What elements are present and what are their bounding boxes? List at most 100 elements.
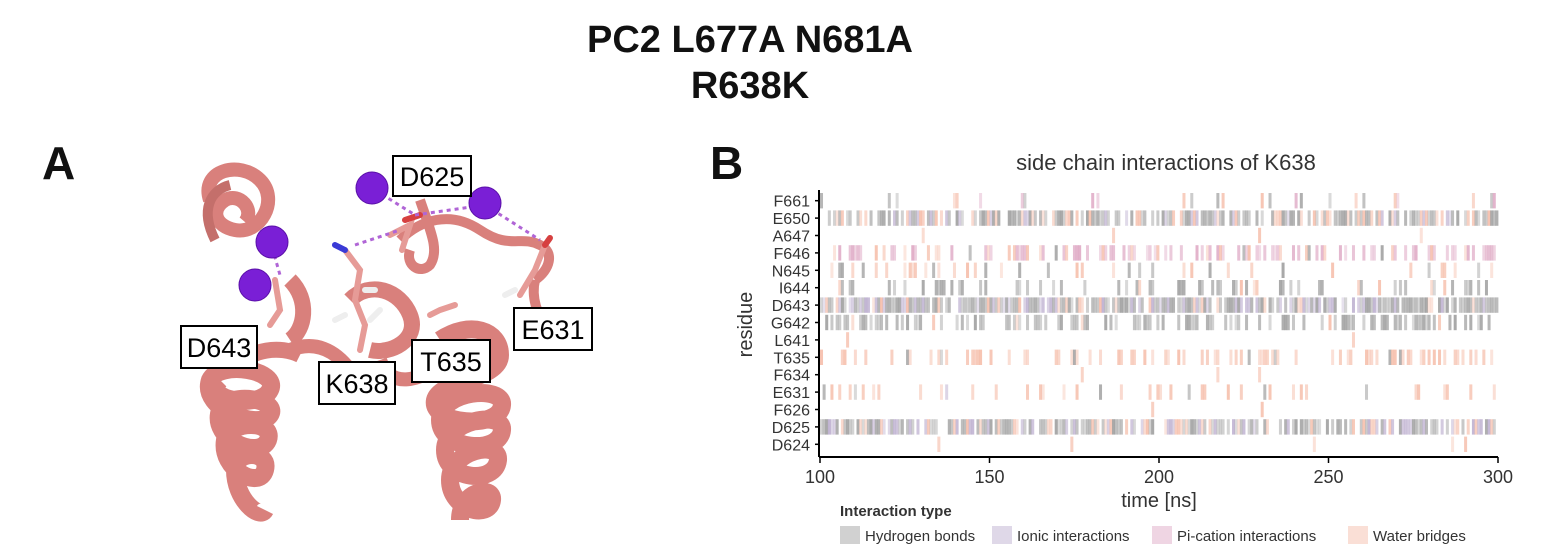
heatmap-cell <box>908 419 912 435</box>
heatmap-cell <box>994 384 998 400</box>
heatmap-cell <box>1362 210 1366 226</box>
heatmap-cell <box>859 314 863 331</box>
heatmap-cell <box>1370 245 1374 261</box>
heatmap-cell <box>1190 193 1194 209</box>
heatmap-cell <box>1351 419 1355 435</box>
heatmap-cell <box>1012 314 1016 331</box>
heatmap-cell <box>947 297 951 313</box>
heatmap-cell <box>853 349 857 365</box>
y-tick-label-t635: T635 <box>774 350 811 367</box>
heatmap-cell <box>1070 210 1074 226</box>
heatmap-cell <box>843 419 847 435</box>
heatmap-cell <box>1057 314 1061 331</box>
heatmap-cell <box>1260 210 1264 226</box>
y-tick-label-d625: D625 <box>772 420 810 437</box>
heatmap-cell <box>838 280 842 296</box>
heatmap-cell <box>1414 384 1418 400</box>
heatmap-cell <box>1164 297 1168 313</box>
heatmap-cell <box>1278 419 1282 435</box>
heatmap-cell <box>919 384 923 400</box>
heatmap-cell <box>1365 297 1369 313</box>
heatmap-cell <box>840 262 844 278</box>
heatmap-cell <box>1104 297 1108 313</box>
heatmap-cell <box>1305 419 1309 435</box>
heatmap-cell <box>1471 297 1475 313</box>
heatmap-cell <box>1417 419 1421 435</box>
heatmap-cell <box>1263 245 1267 261</box>
heatmap-cell <box>1130 297 1134 313</box>
heatmap-cell <box>843 314 847 331</box>
heatmap-cell <box>1432 245 1436 261</box>
heatmap-cell <box>919 314 923 331</box>
heatmap-cell <box>1354 210 1358 226</box>
heatmap-cell <box>979 193 983 209</box>
heatmap-cell <box>1338 349 1342 365</box>
heatmap-cell <box>1260 297 1264 313</box>
legend-title: Interaction type <box>840 503 952 520</box>
heatmap-cell <box>1085 210 1089 226</box>
heatmap-cell <box>1182 349 1186 365</box>
heatmap-cell <box>1211 314 1215 331</box>
heatmap-cell <box>1159 384 1163 400</box>
heatmap-cell <box>1211 210 1215 226</box>
y-tick-label-d624: D624 <box>772 437 810 454</box>
heatmap-cell <box>838 262 842 278</box>
heatmap-cell <box>1492 297 1496 313</box>
heatmap-cell <box>1440 262 1444 278</box>
heatmap-cell <box>1143 314 1147 331</box>
heatmap-cell <box>1378 280 1382 296</box>
heatmap-cell <box>1453 314 1457 331</box>
heatmap-cell <box>1138 262 1142 278</box>
heatmap-cell <box>1088 210 1092 226</box>
heatmap-cell <box>1224 314 1228 331</box>
heatmap-cell <box>1218 297 1222 313</box>
heatmap-cell <box>874 314 878 331</box>
heatmap-cell <box>1331 262 1335 278</box>
heatmap-cell <box>903 297 907 313</box>
heatmap-cell <box>1278 245 1282 261</box>
heatmap-cell <box>937 349 941 365</box>
heatmap-cell <box>1187 297 1191 313</box>
heatmap-cell <box>1404 210 1408 226</box>
heatmap-cell <box>1239 297 1243 313</box>
heatmap-cell <box>1487 297 1491 313</box>
heatmap-cell <box>1385 314 1389 331</box>
heatmap-cell <box>848 245 852 261</box>
heatmap-cell <box>1265 419 1269 435</box>
heatmap-cell <box>1208 245 1212 261</box>
heatmap-cell <box>986 210 990 226</box>
heatmap-cell <box>937 280 941 296</box>
heatmap-cell <box>1250 297 1254 313</box>
heatmap-cell <box>1375 297 1379 313</box>
heatmap-cell <box>1156 210 1160 226</box>
heatmap-cell <box>1039 280 1043 296</box>
heatmap-cell <box>1072 349 1076 365</box>
heatmap-cell <box>830 314 834 331</box>
heatmap-cell <box>898 297 902 313</box>
heatmap-cell <box>1492 384 1496 400</box>
heatmap-cell <box>1096 193 1100 209</box>
ion-sphere <box>238 268 272 302</box>
heatmap-cell <box>1396 297 1400 313</box>
heatmap-cell <box>1258 314 1262 331</box>
heatmap-cell <box>1393 245 1397 261</box>
heatmap-cell <box>1044 210 1048 226</box>
heatmap-cell <box>1182 262 1186 278</box>
heatmap-cell <box>1318 419 1322 435</box>
heatmap-cell <box>937 297 941 313</box>
heatmap-cell <box>1484 280 1488 296</box>
heatmap-row-e650 <box>827 210 1499 226</box>
heatmap-cell <box>1336 210 1340 226</box>
heatmap-cell <box>1059 297 1063 313</box>
heatmap-cell <box>908 210 912 226</box>
heatmap-cell <box>976 349 980 365</box>
heatmap-cell <box>1109 314 1113 331</box>
heatmap-cell <box>1018 210 1022 226</box>
heatmap-cell <box>1372 297 1376 313</box>
heatmap-cell <box>835 419 839 435</box>
heatmap-cell <box>963 297 967 313</box>
x-tick-label-100: 100 <box>805 467 835 487</box>
heatmap-cell <box>1192 210 1196 226</box>
heatmap-cell <box>1127 245 1131 261</box>
heatmap-cell <box>1054 419 1058 435</box>
